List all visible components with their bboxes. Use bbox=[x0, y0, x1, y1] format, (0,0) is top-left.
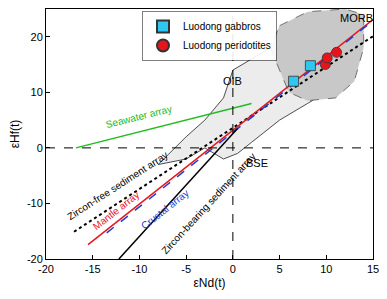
svg-text:MORB: MORB bbox=[340, 12, 373, 24]
svg-text:Zircon-free sediment array: Zircon-free sediment array bbox=[65, 149, 170, 222]
svg-text:15: 15 bbox=[367, 263, 379, 275]
svg-text:-20: -20 bbox=[27, 253, 43, 265]
svg-text:-15: -15 bbox=[85, 263, 101, 275]
svg-text:-20: -20 bbox=[38, 263, 54, 275]
svg-text:Crustal array: Crustal array bbox=[139, 187, 191, 231]
svg-text:Mantle array: Mantle array bbox=[91, 189, 142, 232]
svg-text:-10: -10 bbox=[131, 263, 147, 275]
svg-text:Zircon-bearing sediment array: Zircon-bearing sediment array bbox=[159, 151, 257, 257]
svg-text:εNd(t): εNd(t) bbox=[193, 276, 225, 290]
svg-text:Luodong gabbros: Luodong gabbros bbox=[183, 21, 261, 32]
svg-text:0: 0 bbox=[37, 142, 43, 154]
svg-text:-5: -5 bbox=[181, 263, 191, 275]
svg-text:5: 5 bbox=[277, 263, 283, 275]
svg-text:20: 20 bbox=[31, 31, 43, 43]
svg-text:BSE: BSE bbox=[246, 157, 268, 169]
svg-text:OIB: OIB bbox=[223, 75, 242, 87]
svg-text:εHf(t): εHf(t) bbox=[8, 120, 22, 149]
svg-text:Seawater array: Seawater array bbox=[105, 103, 173, 130]
svg-text:-10: -10 bbox=[27, 197, 43, 209]
svg-text:Luodong peridotites: Luodong peridotites bbox=[183, 40, 271, 51]
svg-text:10: 10 bbox=[31, 86, 43, 98]
svg-text:0: 0 bbox=[230, 263, 236, 275]
svg-text:10: 10 bbox=[320, 263, 332, 275]
